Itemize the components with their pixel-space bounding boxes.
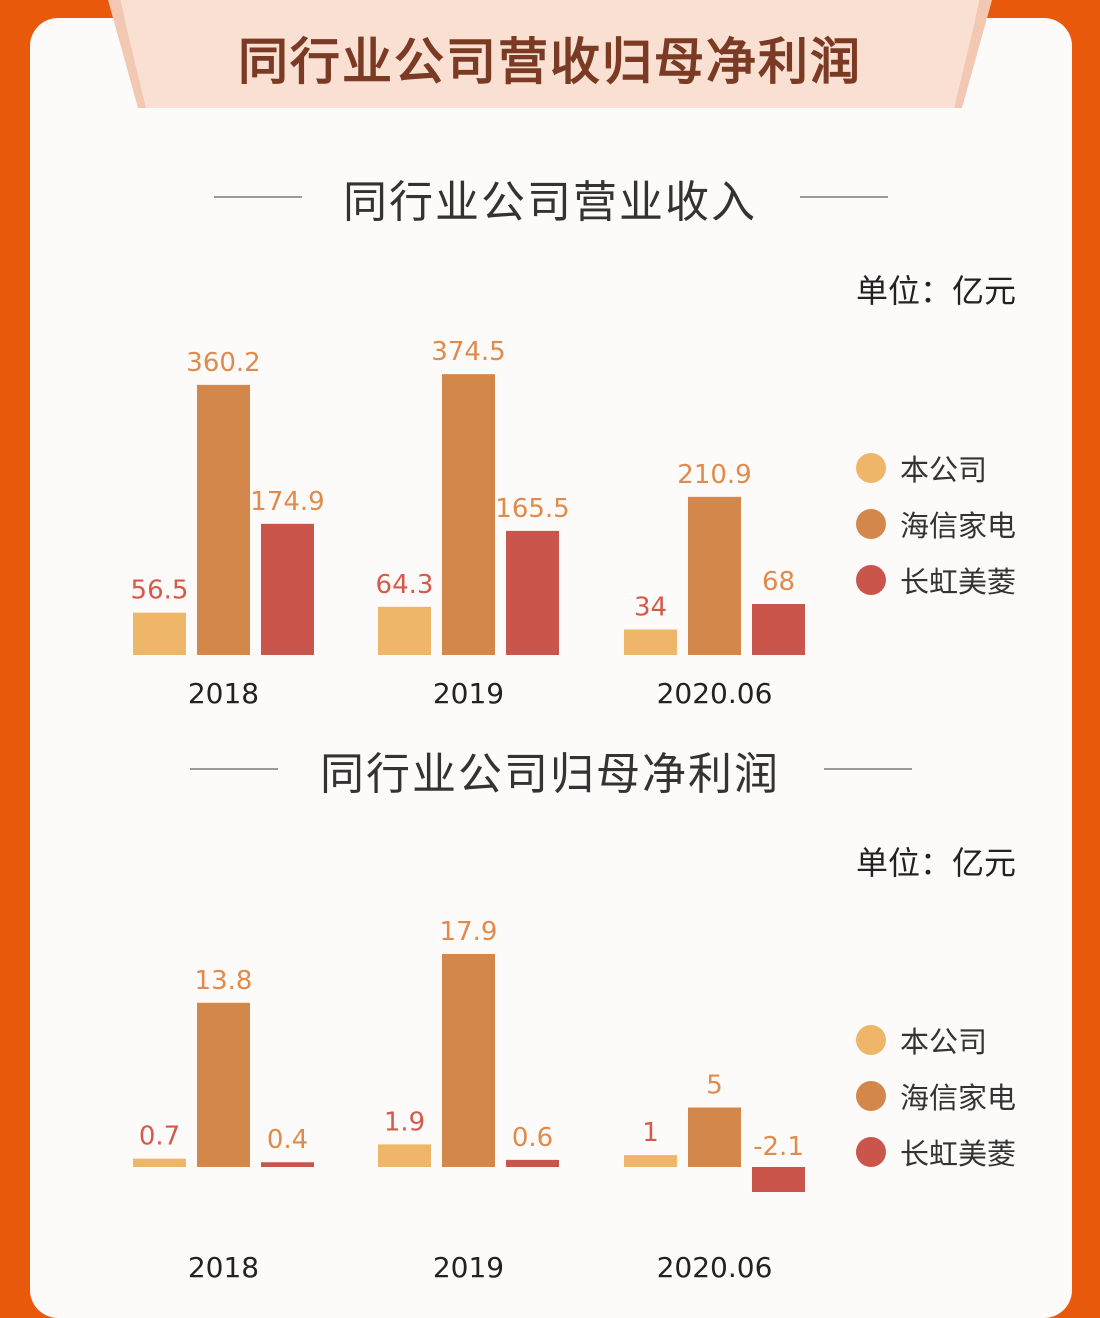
title-rule-right (824, 768, 912, 770)
page-title: 同行业公司营收归母净利润 (238, 33, 862, 91)
legend-revenue: 本公司 海信家电 长虹美菱 (856, 440, 1016, 608)
bar-本公司-2019 (378, 606, 431, 655)
bar-本公司-2019 (378, 1144, 431, 1167)
legend-item: 海信家电 (856, 1068, 1016, 1124)
legend-swatch (856, 1081, 886, 1111)
legend-label: 长虹美菱 (900, 1137, 1017, 1171)
title-rule-left (190, 768, 278, 770)
bar-长虹美菱-2018 (261, 523, 314, 655)
legend-item: 本公司 (856, 1012, 1016, 1068)
x-tick-label: 2018 (188, 677, 259, 710)
data-label: 0.4 (267, 1125, 308, 1155)
bar-海信家电-2018 (197, 384, 250, 655)
bar-本公司-2020.06 (624, 629, 677, 655)
x-tick-label: 2020.06 (657, 677, 773, 710)
legend-swatch (856, 1137, 886, 1167)
title-rule-right (800, 196, 888, 198)
data-label: -2.1 (753, 1132, 804, 1162)
data-label: 174.9 (250, 487, 324, 517)
data-label: 1 (642, 1118, 659, 1148)
data-label: 64.3 (376, 570, 434, 600)
bar-海信家电-2018 (197, 1002, 250, 1167)
legend-swatch (856, 509, 886, 539)
data-label: 0.6 (512, 1123, 553, 1153)
data-label: 210.9 (677, 460, 751, 490)
data-label: 1.9 (384, 1107, 425, 1137)
x-tick-label: 2019 (433, 677, 504, 710)
legend-label: 本公司 (900, 1025, 988, 1059)
bar-本公司-2018 (133, 1158, 186, 1167)
legend-item: 海信家电 (856, 496, 1016, 552)
bar-长虹美菱-2020.06 (752, 604, 805, 655)
bar-长虹美菱-2019 (506, 530, 559, 655)
legend-label: 海信家电 (900, 1081, 1017, 1115)
title-rule-left (214, 196, 302, 198)
legend-label: 本公司 (900, 453, 988, 487)
revenue-chart: 56.5 360.2 174.9 2018 64.3 374.5 165.5 2019 34 21… (131, 337, 805, 710)
legend-item: 长虹美菱 (856, 1124, 1016, 1180)
banner-shape (108, 0, 992, 108)
bar-长虹美菱-2020.06 (752, 1167, 805, 1192)
data-label: 56.5 (131, 576, 189, 606)
legend-swatch (856, 1025, 886, 1055)
bar-海信家电-2020.06 (688, 496, 741, 655)
legend-item: 本公司 (856, 440, 1016, 496)
bar-海信家电-2020.06 (688, 1107, 741, 1167)
data-label: 165.5 (495, 494, 569, 524)
data-label: 374.5 (431, 337, 505, 367)
profit-chart: 0.7 13.8 0.4 2018 1.9 17.9 0.6 2019 1 5 -2.1 2020.0… (133, 917, 805, 1284)
unit-label: 单位：亿元 (856, 272, 1017, 310)
bar-本公司-2020.06 (624, 1155, 677, 1167)
data-label: 0.7 (139, 1122, 180, 1152)
legend-profit: 本公司 海信家电 长虹美菱 (856, 1012, 1016, 1180)
data-label: 5 (706, 1071, 723, 1101)
bar-长虹美菱-2018 (261, 1162, 314, 1167)
bar-海信家电-2019 (442, 374, 495, 655)
title-banner: 同行业公司营收归母净利润 (108, 0, 992, 110)
data-label: 17.9 (440, 917, 498, 947)
data-label: 34 (634, 593, 667, 623)
data-label: 68 (762, 567, 795, 597)
legend-label: 海信家电 (900, 509, 1017, 543)
data-label: 13.8 (195, 966, 253, 996)
chart-title-revenue: 同行业公司营业收入 (343, 177, 757, 228)
legend-swatch (856, 453, 886, 483)
unit-label: 单位：亿元 (856, 844, 1017, 882)
x-tick-label: 2020.06 (657, 1251, 773, 1284)
bar-本公司-2018 (133, 612, 186, 655)
bar-长虹美菱-2019 (506, 1159, 559, 1167)
x-tick-label: 2018 (188, 1251, 259, 1284)
x-tick-label: 2019 (433, 1251, 504, 1284)
legend-swatch (856, 565, 886, 595)
legend-item: 长虹美菱 (856, 552, 1016, 608)
legend-label: 长虹美菱 (900, 565, 1017, 599)
data-label: 360.2 (186, 348, 260, 378)
bar-海信家电-2019 (442, 953, 495, 1167)
chart-title-profit: 同行业公司归母净利润 (320, 749, 780, 800)
